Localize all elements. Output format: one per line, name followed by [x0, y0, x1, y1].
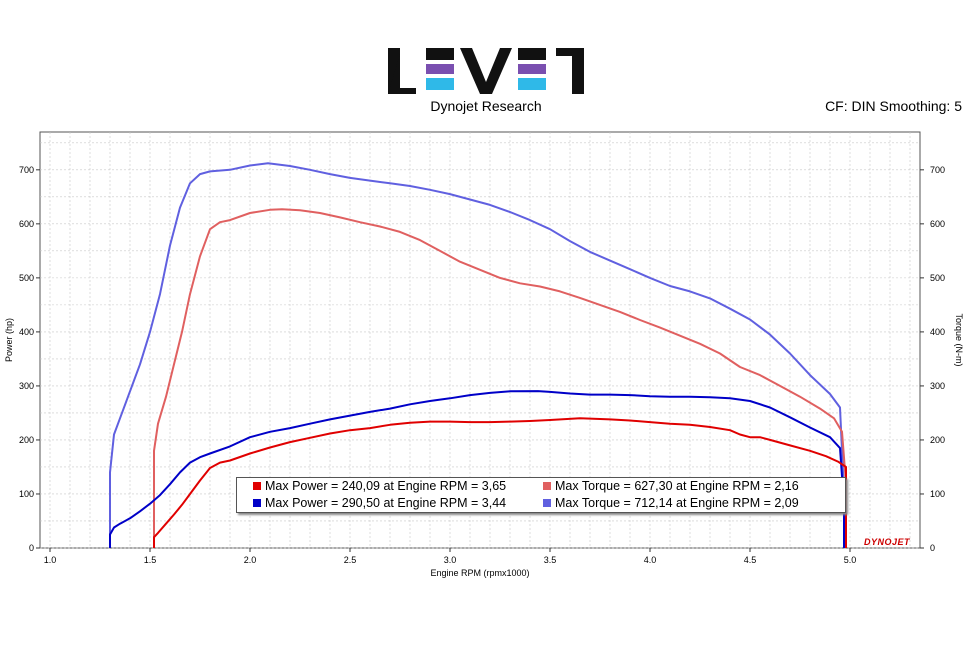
- chart-legend: Max Power = 240,09 at Engine RPM = 3,65 …: [236, 477, 846, 513]
- x-tick-label: 2.0: [244, 555, 257, 565]
- dynojet-brand-mark: DYNOJET: [864, 537, 911, 547]
- series-line-power-1: [153, 417, 847, 548]
- x-axis-label: Engine RPM (rpmx1000): [430, 568, 529, 578]
- y-axis-label-left: Power (hp): [4, 318, 14, 362]
- series-line-power-2: [109, 390, 845, 548]
- x-tick-label: 3.5: [544, 555, 557, 565]
- cf-smoothing-label: CF: DIN Smoothing: 5: [825, 98, 962, 114]
- legend-item-torque-1: Max Torque = 627,30 at Engine RPM = 2,16: [543, 478, 799, 495]
- y-tick-label-right: 100: [930, 489, 945, 499]
- legend-item-power-2: Max Power = 290,50 at Engine RPM = 3,44: [253, 495, 506, 512]
- y-tick-label-right: 200: [930, 435, 945, 445]
- legend-text-torque-2: Max Torque = 712,14 at Engine RPM = 2,09: [555, 496, 799, 510]
- x-tick-label: 1.0: [44, 555, 57, 565]
- legend-item-power-1: Max Power = 240,09 at Engine RPM = 3,65: [253, 478, 506, 495]
- x-tick-label: 4.0: [644, 555, 657, 565]
- series-line-torque-2: [109, 162, 845, 548]
- legend-swatch-power-2: [253, 499, 261, 507]
- legend-item-torque-2: Max Torque = 712,14 at Engine RPM = 2,09: [543, 495, 799, 512]
- series-line-torque-1: [153, 208, 847, 548]
- y-tick-label-right: 700: [930, 165, 945, 175]
- y-tick-label-left: 100: [19, 489, 34, 499]
- y-tick-label-right: 600: [930, 219, 945, 229]
- y-tick-label-right: 500: [930, 273, 945, 283]
- legend-text-power-1: Max Power = 240,09 at Engine RPM = 3,65: [265, 479, 507, 493]
- y-tick-label-left: 500: [19, 273, 34, 283]
- y-axis-label-right: Torque (N-m): [954, 313, 964, 366]
- x-tick-label: 2.5: [344, 555, 357, 565]
- y-tick-label-right: 0: [930, 543, 935, 553]
- chart-subtitle: Dynojet Research: [430, 98, 542, 114]
- legend-swatch-torque-2: [543, 499, 551, 507]
- y-tick-label-left: 700: [19, 165, 34, 175]
- y-tick-label-left: 300: [19, 381, 34, 391]
- x-tick-label: 1.5: [144, 555, 157, 565]
- y-tick-label-right: 300: [930, 381, 945, 391]
- x-tick-label: 3.0: [444, 555, 457, 565]
- legend-text-power-2: Max Power = 290,50 at Engine RPM = 3,44: [265, 496, 507, 510]
- level-logo: [388, 48, 584, 94]
- x-tick-label: 4.5: [744, 555, 757, 565]
- y-tick-label-left: 0: [29, 543, 34, 553]
- y-tick-label-left: 600: [19, 219, 34, 229]
- legend-text-torque-1: Max Torque = 627,30 at Engine RPM = 2,16: [555, 479, 799, 493]
- y-tick-label-right: 400: [930, 327, 945, 337]
- x-tick-label: 5.0: [844, 555, 857, 565]
- y-tick-label-left: 400: [19, 327, 34, 337]
- legend-swatch-torque-1: [543, 482, 551, 490]
- y-tick-label-left: 200: [19, 435, 34, 445]
- legend-swatch-power-1: [253, 482, 261, 490]
